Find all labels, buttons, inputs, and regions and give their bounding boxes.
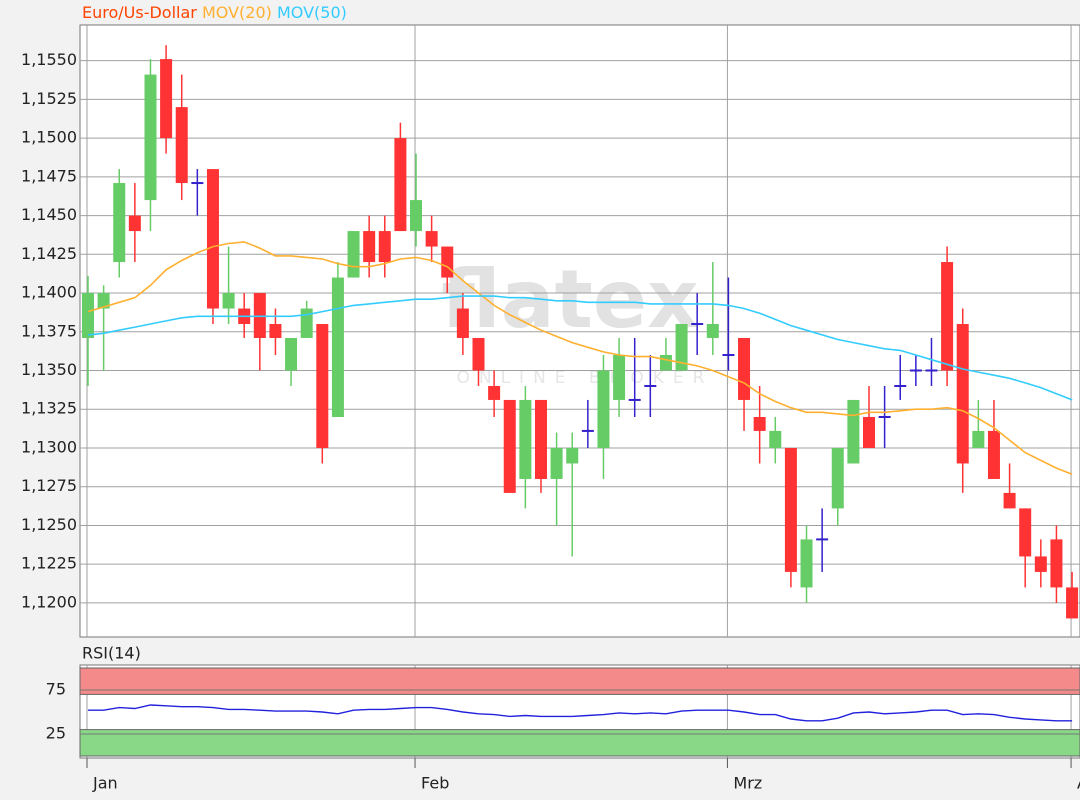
candle-body: [160, 59, 173, 139]
candle-body: [519, 399, 532, 479]
candle-body: [1003, 492, 1016, 509]
candle-body: [941, 262, 954, 371]
moving-average: [87, 241, 1073, 476]
rsi-title: RSI(14): [82, 644, 141, 663]
candle-body: [1050, 539, 1063, 588]
candle-body: [550, 447, 563, 479]
candle-body: [206, 169, 219, 309]
candle-body: [675, 324, 688, 371]
y-tick-label: 1,1325: [21, 399, 77, 418]
y-tick-label: 1,1425: [21, 244, 77, 263]
candle-body: [613, 355, 626, 400]
y-tick-label: 1,1550: [21, 50, 77, 69]
candle-body: [831, 447, 844, 509]
candle-body: [753, 416, 766, 431]
candle-body: [300, 308, 313, 338]
chart-title: Euro/Us-Dollar: [82, 3, 197, 22]
candle-body: [706, 324, 719, 338]
main-plot: [79, 24, 1080, 638]
candle-body: [503, 399, 516, 493]
y-tick-label: 1,1350: [21, 360, 77, 379]
candle-body: [285, 337, 298, 371]
candle-body: [1066, 587, 1079, 619]
x-tick-label: Jan: [92, 774, 118, 793]
y-tick-label: 1,1450: [21, 205, 77, 224]
candle-body: [331, 277, 344, 417]
candle-body: [566, 447, 579, 464]
candle-body: [128, 215, 141, 232]
y-tick-label: 1,1400: [21, 283, 77, 302]
candle-body: [97, 293, 110, 309]
candle-body: [987, 430, 1000, 479]
legend-entry: MOV(20): [202, 3, 272, 22]
y-tick-label: 1,1275: [21, 476, 77, 495]
candle-body: [456, 308, 469, 338]
x-tick-label: Mrz: [733, 774, 762, 793]
candle-body: [534, 399, 547, 479]
y-tick-label: 1,1525: [21, 89, 77, 108]
legend-entry: MOV(50): [277, 3, 347, 22]
candle-body: [316, 324, 329, 448]
moving-average: [87, 295, 1073, 401]
candle-body: [1019, 508, 1032, 557]
y-tick-label: 1,1375: [21, 321, 77, 340]
candle-body: [113, 183, 126, 263]
rsi-line: [88, 704, 1073, 722]
candle-body: [378, 231, 391, 263]
candle-body: [488, 386, 501, 400]
x-tick-label: Feb: [421, 774, 449, 793]
y-tick-label: 1,1500: [21, 128, 77, 147]
candle-body: [847, 399, 860, 464]
candle-body: [82, 293, 94, 338]
candle-body: [269, 324, 282, 338]
candle-body: [394, 138, 407, 232]
candle-body: [659, 355, 672, 371]
y-tick-label: 1,1225: [21, 554, 77, 573]
candle-body: [222, 293, 235, 309]
candle-body: [784, 447, 797, 572]
candle-body: [863, 416, 875, 448]
y-tick-label: 1,1475: [21, 166, 77, 185]
candle-body: [175, 107, 188, 184]
candle-body: [425, 231, 438, 247]
x-tick-label: Apr: [1077, 774, 1080, 793]
candle-body: [410, 200, 423, 232]
y-tick-label: 1,1200: [21, 592, 77, 611]
candle-body: [956, 324, 969, 464]
candle-body: [363, 231, 376, 263]
watermark: flatex: [441, 253, 698, 346]
rsi-tick-label: 75: [46, 680, 66, 699]
candle-body: [472, 337, 485, 371]
candle-body: [1034, 556, 1047, 572]
candle-body: [347, 231, 360, 278]
y-tick-label: 1,1300: [21, 437, 77, 456]
candle-body: [972, 430, 985, 448]
y-tick-label: 1,1250: [21, 515, 77, 534]
candle-body: [769, 430, 782, 448]
watermark-sub: ONLINE BROKER: [456, 368, 713, 388]
candle-body: [738, 337, 751, 400]
rsi-tick-label: 25: [46, 724, 66, 743]
candle-body: [144, 74, 157, 201]
candle-body: [800, 539, 813, 588]
candle-body: [441, 246, 454, 278]
legend: Euro/Us-Dollar MOV(20) MOV(50): [82, 3, 347, 22]
candle-body: [597, 370, 610, 448]
